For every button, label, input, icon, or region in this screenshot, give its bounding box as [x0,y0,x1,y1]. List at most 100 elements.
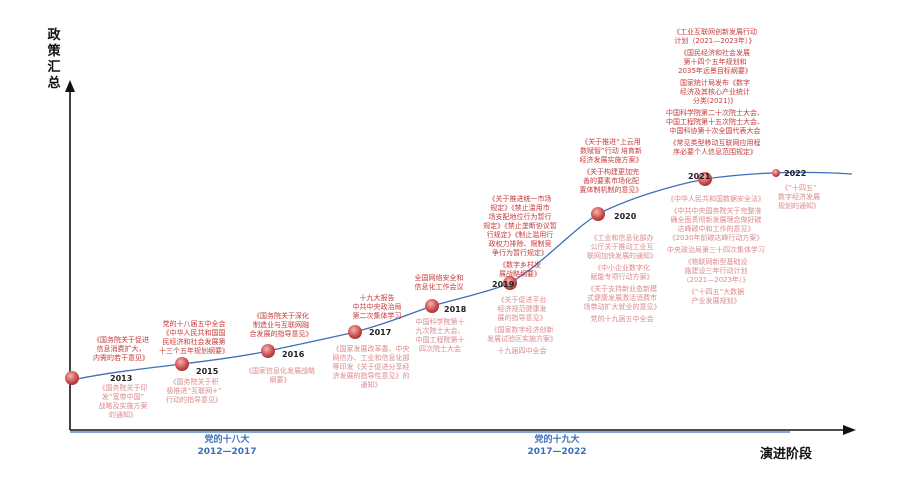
milestone-node-2019 [503,276,517,290]
milestone-below-text: 《关于促进平台 经济规范健康发 展的指导意见》 《国家数字经济创新 发展试验区实施方案》… [476,296,568,356]
policy-text-line: 的通知》 [109,411,137,419]
policy-text-line: 九次院士大会、 [415,327,465,335]
period-title: 党的十八大 [204,435,250,445]
milestone-below-text: 中国科学院第十 九次院士大会、 中国工程院第十 四次院士大会 [405,318,475,354]
policy-text-line: 极推进“互联网+” [166,387,222,395]
policy-text-line: 《国民经济和社会发展 [680,49,750,57]
policy-text-line: 行动的指导意见》 [166,396,222,404]
policy-text-line: 场支配地位行为暂行 [488,213,552,221]
milestone-node-2018 [425,299,439,313]
y-axis-title: 政策汇总 [47,28,61,91]
milestone-node-2021 [698,172,712,186]
policy-text-line: 《“十四五” [781,184,817,192]
policy-text-line: 纲要》 [269,376,291,384]
policy-text-line: 《中华人民共和国国 [162,329,226,337]
policy-text-line: 达峰碳中和工作的意见》 [677,225,755,233]
policy-text-line: 《中华人民共和国数据安全法》 [667,195,765,203]
milestone-below-text: 《工业和信息化部办 公厅关于推动工业互 联网加快发展的通知》 《中小企业数字化 赋能专项… [574,234,670,324]
policy-text-line: 经济规范健康发 [497,305,547,313]
milestone-above-text: 《关于推进统一市场 规定》《禁止滥用市 场支配地位行为暂行 规定》《禁止垄断协议暂 行规… [474,195,566,279]
milestone-node-2020 [591,207,605,221]
policy-text-line: 国家统计局发布《数字 [680,79,750,87]
policy-text-line: 十九大报告 [359,294,395,302]
policy-text-line: 中共中央政治局 [352,303,402,311]
policy-text-line: 网信办、工业和信息化部 [332,354,410,362]
policy-text-line: 规定》《禁止滥用市 [490,204,550,212]
policy-text-line: 中国工程院第十 [415,336,465,344]
policy-text-line: 制造业与互联网融 [253,321,309,329]
policy-text-line: 《关于促进平台 [497,296,547,304]
policy-text-line: 展战略纲要》 [499,270,541,278]
period-19th: 党的十九大 2017—2022 [502,434,612,458]
policy-text-line: 发“宽带中国” [101,393,145,401]
policy-text-line: 《工业和信息化部办 [590,234,654,242]
milestone-node-2015 [175,357,189,371]
policy-text-line: 数赋智”行动 培育新 [580,147,642,155]
milestone-above-text: 全国网络安全和 信息化工作会议 [404,274,474,292]
milestone-below-text: 《国务院关于积 极推进“互联网+” 行动的指导意见》 [148,378,240,405]
policy-text-line: 信息化工作会议 [414,283,464,291]
milestone-node-2016 [261,344,275,358]
milestone-node-2013 [65,371,79,385]
policy-text-line: 《国务院关于积 [169,378,219,386]
policy-text-line: 赋能专项行动方案》 [590,273,654,281]
policy-text-line: 中国科学院第十 [415,318,465,326]
period-range: 2017—2022 [527,447,587,457]
policy-text-line: 《工业互联网创新发展行动 [673,28,757,36]
policy-text-line: 争行为暂行规定》 [492,249,548,257]
policy-text-line: 联网加快发展的通知》 [587,252,657,260]
policy-text-line: 善的要素市场化配 [583,177,639,185]
policy-text-line: 《中共中央国务院关于完整准 [670,207,762,215]
milestone-year: 2013 [110,374,133,383]
milestone-year: 2017 [369,328,392,337]
policy-text-line: 第二次集体学习 [352,312,402,320]
policy-text-line: 中国科协第十次全国代表大会 [669,127,761,135]
milestone-above-text: 《工业互联网创新发展行动 计划（2021—2023年）》 《国民经济和社会发展 第十四… [652,28,778,157]
policy-text-line: 《关于推进统一市场 [488,195,552,203]
milestone-year: 2020 [614,212,637,221]
policy-text-line: 规划的通知》 [778,202,820,210]
milestone-above-text: 《国务院关于深化 制造业与互联网融 合发展的指导意见》 [236,312,326,339]
policy-text-line: 全国网络安全和 [414,274,464,282]
policy-text-line: 第十四个五年规划和 [683,58,747,66]
policy-text-line: 通知》 [360,381,382,389]
policy-text-line: 《国家数字经济创新 [490,326,554,334]
period-title: 党的十九大 [534,435,580,445]
policy-text-line: 展的指导意见》 [497,314,547,322]
policy-text-line: 党的十九届五中全会 [590,315,654,323]
milestone-year: 2016 [282,350,305,359]
policy-text-line: 《国务院关于促进 [93,336,149,344]
x-axis-title: 演进阶段 [760,447,813,462]
policy-text-line: 置体制机制的意见》 [579,186,643,194]
policy-text-line: 《国务院关于印 [98,384,148,392]
trend-curve [71,171,853,381]
policy-text-line: 经济发展实施方案》 [579,156,643,164]
milestone-nodes [65,169,780,385]
policy-text-line: 《物联网新型基础设 [684,258,748,266]
milestone-below-text: 《“十四五” 数字经济发展 规划的通知》 [762,184,836,211]
policy-text-line: 党的十八届五中全会 [162,320,226,328]
milestone-above-text: 十九大报告 中共中央政治局 第二次集体学习 [328,294,426,321]
milestone-year: 2021 [688,172,711,181]
policy-text-line: 场带动扩大就业的意见》 [583,303,661,311]
policy-text-line: 中国工程院第十五次院士大会、 [666,118,764,126]
policy-text-line: 《关于推进“上云用 [581,138,641,146]
policy-text-line: 数字经济发展 [778,193,820,201]
policy-text-line: 民经济和社会发展第 [162,338,226,346]
x-axis-arrow-icon [843,425,856,435]
policy-text-line: 《国家信息化发展战略 [245,367,315,375]
policy-text-line: 中央政治局第三十四次集体学习 [667,246,765,254]
policy-text-line: 计划（2021—2023年）》 [674,37,756,45]
milestone-below-text: 《国务院关于印 发“宽带中国” 战略及实施方案 的通知》 [77,384,169,420]
policy-text-line: 《“十四五”大数据 [687,288,745,296]
policy-text-line: 施建设三年行动计划 [684,267,748,275]
policy-text-line: 序必要个人信息范围规定》 [673,148,757,156]
policy-text-line: 等印发《关于促进分享经 [332,363,410,371]
milestone-below-text: 《国家发展改革委、中央 网信办、工业和信息化部 等印发《关于促进分享经 济发展的指导性… [322,345,420,390]
policy-text-line: 《中小企业数字化 [594,264,650,272]
policy-text-line: 2035年远景目标纲要》 [678,67,752,75]
policy-text-line: （2021—2023年）》 [682,276,750,284]
policy-text-line: 合发展的指导意见》 [249,330,313,338]
milestone-node-2022 [772,169,780,177]
